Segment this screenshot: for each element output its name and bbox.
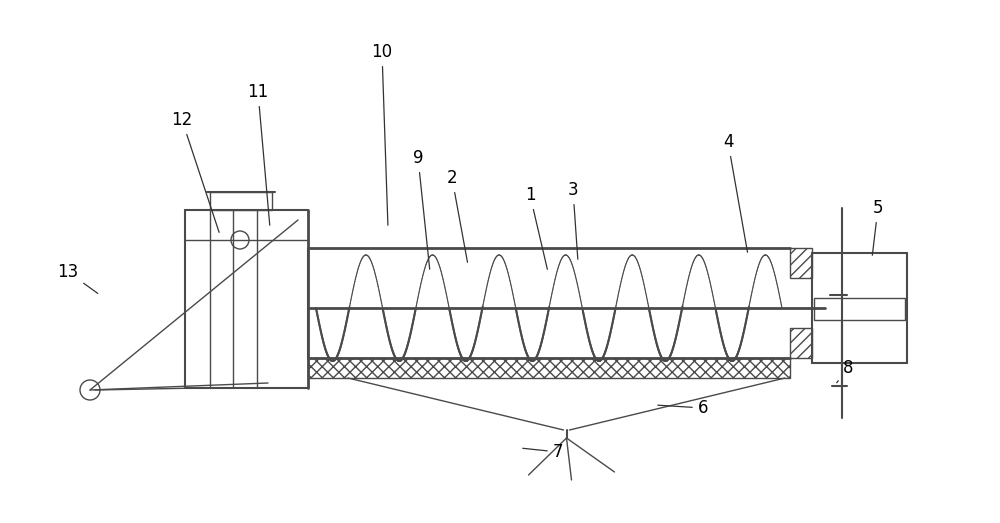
- Text: 8: 8: [837, 359, 853, 383]
- Bar: [210, 192, 272, 210]
- Bar: [790, 328, 812, 358]
- Text: 11: 11: [247, 83, 270, 225]
- Text: 12: 12: [171, 111, 219, 232]
- Text: 6: 6: [658, 399, 708, 417]
- Text: 4: 4: [723, 133, 748, 252]
- Text: 13: 13: [57, 263, 98, 293]
- Text: 2: 2: [447, 169, 467, 262]
- Bar: [308, 358, 790, 378]
- Text: 9: 9: [413, 149, 430, 269]
- Text: 5: 5: [872, 199, 883, 255]
- Text: 10: 10: [371, 43, 393, 225]
- Text: 7: 7: [523, 443, 563, 461]
- Bar: [790, 248, 812, 278]
- Text: 3: 3: [568, 181, 578, 259]
- Text: 1: 1: [525, 186, 547, 269]
- Bar: [812, 253, 907, 363]
- Bar: [814, 298, 905, 320]
